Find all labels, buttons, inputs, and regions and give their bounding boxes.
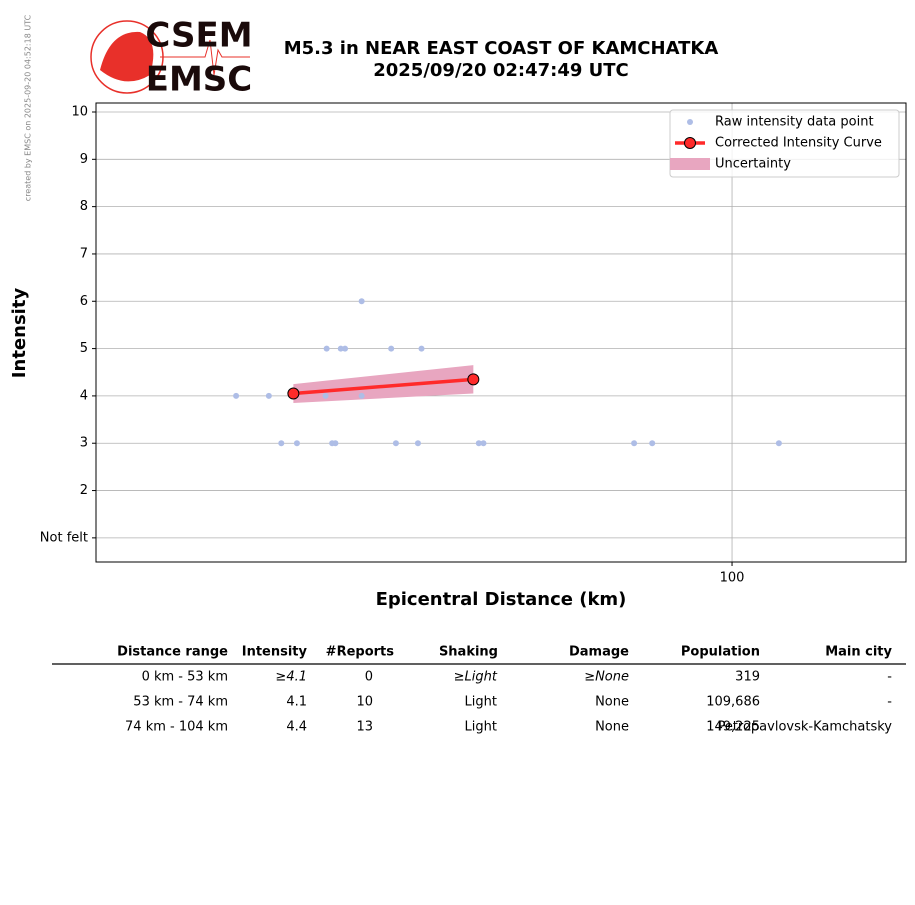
raw-point [392, 440, 399, 447]
table-cell: 4.4 [286, 720, 307, 735]
y-tick-label: 3 [80, 436, 88, 451]
raw-point [278, 440, 285, 447]
uncertainty-band [293, 365, 474, 404]
table-header: Population [681, 645, 760, 660]
legend-swatch [684, 137, 696, 149]
raw-point [265, 392, 272, 399]
table-cell: - [887, 670, 892, 685]
y-axis-label: Intensity [9, 288, 30, 379]
x-tick-label: 100 [720, 571, 745, 586]
chart-subtitle: 2025/09/20 02:47:49 UTC [373, 60, 629, 81]
table-cell: 109,686 [706, 695, 760, 710]
raw-point [418, 345, 425, 352]
y-tick-label: 10 [71, 104, 88, 119]
table-cell: 13 [356, 720, 373, 735]
raw-point [649, 440, 656, 447]
curve-point [287, 387, 300, 400]
table-header: #Reports [326, 645, 395, 660]
plot-frame [95, 102, 907, 563]
curve-point [467, 373, 480, 386]
x-axis-label: Epicentral Distance (km) [376, 589, 627, 610]
table-header: Distance range [117, 645, 228, 660]
raw-point [388, 345, 395, 352]
raw-point [414, 440, 421, 447]
table-cell: 74 km - 104 km [125, 720, 228, 735]
table-cell: 10 [356, 695, 373, 710]
logo-bottom: EMSC [146, 60, 253, 100]
table-cell: None [595, 720, 629, 735]
legend-label: Uncertainty [715, 157, 791, 172]
table-cell: 319 [735, 670, 760, 685]
raw-point [775, 440, 782, 447]
table-header: Main city [825, 645, 892, 660]
table-cell: 0 km - 53 km [142, 670, 228, 685]
watermark: created by EMSC on 2025-09-20 04:52:18 U… [24, 14, 33, 201]
raw-point [358, 392, 365, 399]
legend-swatch [670, 158, 710, 170]
table-header: Intensity [242, 645, 308, 660]
table-cell: Petropavlovsk-Kamchatsky [717, 720, 892, 735]
table: Distance range Intensity #Reports Shaking Da… [117, 645, 892, 735]
raw-point [322, 392, 329, 399]
table-cell: 0 [365, 670, 373, 685]
table-cell: Light [465, 695, 497, 710]
raw-point [358, 298, 365, 305]
y-tick-label: Not felt [40, 530, 88, 545]
table-cell: ≥Light [454, 670, 498, 685]
raw-point [480, 440, 487, 447]
legend-box [669, 109, 900, 178]
y-tick-label: 2 [80, 483, 88, 498]
raw-point [631, 440, 638, 447]
y-tick-label: 9 [80, 152, 88, 167]
table-cell: ≥None [584, 670, 629, 685]
legend-swatch [687, 119, 693, 125]
raw-point [475, 440, 482, 447]
raw-point [337, 345, 344, 352]
table-cell: - [887, 695, 892, 710]
raw-point [233, 392, 240, 399]
table-cell: 149,225 [706, 720, 760, 735]
y-tick-label: 4 [80, 388, 88, 403]
raw-point [342, 345, 349, 352]
table-cell: ≥4.1 [275, 670, 307, 685]
table-cell: 53 km - 74 km [133, 695, 228, 710]
chart-title: M5.3 in NEAR EAST COAST OF KAMCHATKA [284, 38, 719, 59]
y-tick-label: 7 [80, 246, 88, 261]
table-cell: 4.1 [286, 695, 307, 710]
raw-point [332, 440, 339, 447]
legend-label: Raw intensity data point [715, 115, 874, 130]
raw-point [323, 345, 330, 352]
table-cell: Light [465, 720, 497, 735]
table-header: Shaking [439, 645, 498, 660]
raw-point [293, 440, 300, 447]
logo-map [100, 31, 154, 82]
y-tick-label: 6 [80, 294, 88, 309]
legend-label: Corrected Intensity Curve [715, 136, 882, 151]
corrected-curve [293, 377, 474, 396]
logo-wave [160, 39, 250, 76]
table-header: Damage [569, 645, 629, 660]
y-tick-label: 8 [80, 199, 88, 214]
logo-top: CSEM [145, 16, 252, 56]
table-cell: None [595, 695, 629, 710]
plot: Not felt 2 3 4 5 6 7 8 9 10 100 Raw intensity data … [40, 102, 907, 586]
y-tick-label: 5 [80, 341, 88, 356]
